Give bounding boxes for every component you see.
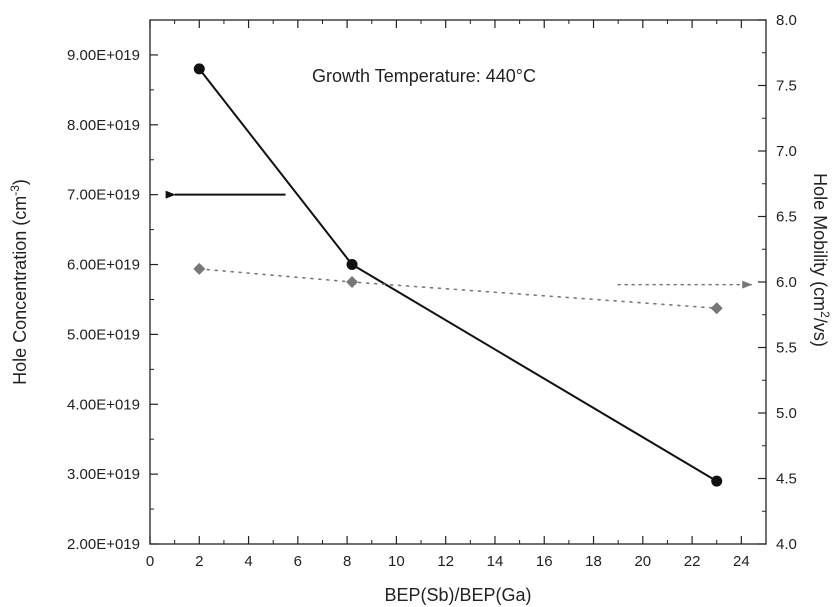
- right-axis-title-close: /vs): [810, 318, 830, 347]
- y-right-tick-label: 5.5: [776, 340, 797, 357]
- x-tick-label: 18: [585, 553, 602, 570]
- left-axis-title-close: ): [10, 179, 30, 185]
- x-tick-label: 0: [146, 553, 154, 570]
- hole-mobility-point: [346, 276, 359, 288]
- hole-concentration-point: [711, 475, 723, 487]
- plot-frame: [149, 19, 767, 545]
- x-tick-label: 22: [684, 553, 701, 570]
- x-tick-label: 12: [437, 553, 454, 570]
- y-right-tick-label: 8.0: [776, 12, 797, 29]
- axis-ticks: [149, 19, 766, 545]
- hole-mobility-line: [198, 268, 718, 310]
- x-axis-title: BEP(Sb)/BEP(Ga): [384, 585, 531, 605]
- hole-mobility-point: [710, 302, 723, 315]
- hole-concentration-point: [346, 259, 358, 271]
- y-right-tick-label: 6.5: [776, 209, 797, 226]
- hole-concentration-point: [193, 63, 205, 75]
- y-right-tick-label: 7.5: [776, 78, 797, 95]
- chart-annotation: Growth Temperature: 440°C: [312, 66, 536, 86]
- series-lines: [198, 68, 718, 482]
- y-right-tick-label: 6.0: [776, 274, 797, 291]
- y-left-tick-label: 6.00E+019: [67, 257, 140, 274]
- x-tick-label: 6: [294, 553, 302, 570]
- axis-tick-labels: 0 2 4 6 8 10 12 14 16 18 20 22 242.00E+0193.00E+0194…: [67, 12, 797, 570]
- left-axis-title: Hole Concentration (cm-3): [8, 179, 30, 385]
- x-tick-label: 10: [388, 553, 405, 570]
- y-right-tick-label: 4.5: [776, 471, 797, 488]
- x-tick-label: 20: [634, 553, 651, 570]
- y-right-tick-label: 4.0: [776, 536, 797, 553]
- y-left-tick-label: 4.00E+019: [67, 396, 140, 413]
- y-left-tick-label: 7.00E+019: [67, 187, 140, 204]
- y-left-tick-label: 9.00E+019: [67, 47, 140, 64]
- right-axis-title: Hole Mobility (cm2/vs): [810, 173, 832, 347]
- x-tick-label: 2: [195, 553, 203, 570]
- indicator-arrows: [165, 190, 753, 289]
- x-tick-label: 4: [244, 553, 252, 570]
- right-axis-title-main: Hole Mobility (cm: [810, 173, 830, 311]
- y-left-tick-label: 3.00E+019: [67, 466, 140, 483]
- x-tick-label: 24: [733, 553, 750, 570]
- x-tick-label: 16: [536, 553, 553, 570]
- left-axis-title-main: Hole Concentration (cm: [10, 196, 30, 385]
- hole-mobility-point: [193, 262, 206, 275]
- right-axis-title-sup: 2: [818, 311, 832, 318]
- left-axis-title-sup: -3: [8, 185, 22, 196]
- hole-concentration-line: [198, 68, 718, 482]
- y-left-tick-label: 5.00E+019: [67, 326, 140, 343]
- x-tick-label: 14: [487, 553, 504, 570]
- y-right-tick-label: 5.0: [776, 405, 797, 422]
- x-tick-label: 8: [343, 553, 351, 570]
- series-markers: [193, 63, 723, 487]
- y-right-tick-label: 7.0: [776, 143, 797, 160]
- y-left-tick-label: 8.00E+019: [67, 117, 140, 134]
- y-left-tick-label: 2.00E+019: [67, 536, 140, 553]
